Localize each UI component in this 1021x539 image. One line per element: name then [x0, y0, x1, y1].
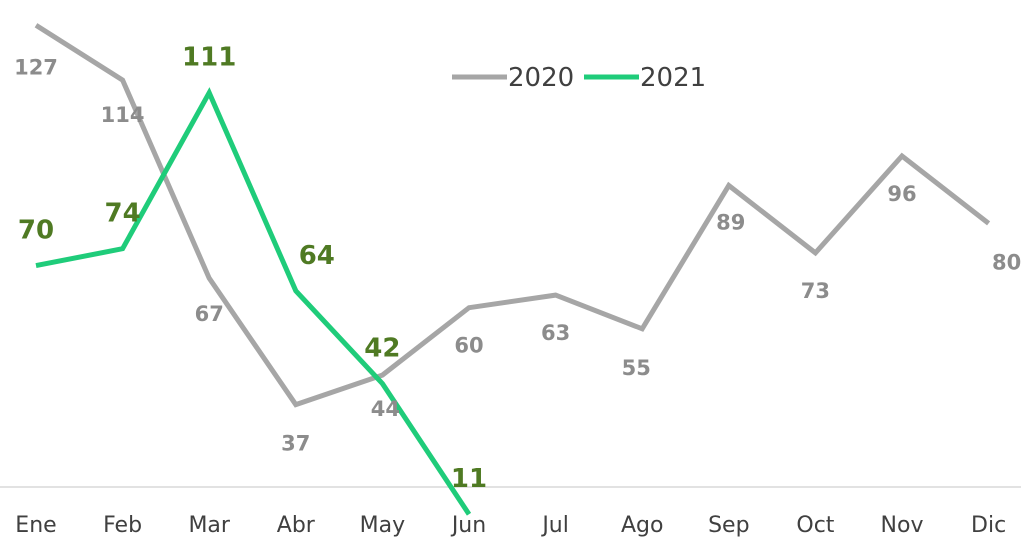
- data-label-2020-Jun: 60: [454, 334, 483, 358]
- legend-label-2021: 2021: [640, 63, 706, 93]
- data-label-layer: 127 114 67 37 44 60 63 55 89 73 96 80 70 74 111 64 42 11: [14, 43, 1021, 495]
- data-label-2020-Abr: 37: [281, 432, 310, 456]
- data-label-2021-Feb: 74: [105, 199, 141, 229]
- data-label-2021-Abr: 64: [299, 241, 335, 271]
- x-tick-label-Ene: Ene: [15, 513, 56, 538]
- x-tick-label-Mar: Mar: [188, 513, 230, 538]
- data-label-2021-Mar: 111: [182, 43, 236, 73]
- x-tick-label-Dic: Dic: [971, 513, 1006, 538]
- x-tick-label-May: May: [360, 513, 405, 538]
- data-label-2020-Mar: 67: [195, 302, 224, 326]
- x-tick-label-Ago: Ago: [621, 513, 663, 538]
- data-label-2021-May: 42: [364, 334, 400, 364]
- x-tick-label-Nov: Nov: [881, 513, 924, 538]
- x-tick-label-Oct: Oct: [796, 513, 834, 538]
- legend: 2020 2021: [452, 63, 706, 93]
- series-layer: [34, 23, 991, 516]
- data-label-2020-Dic: 80: [992, 250, 1021, 274]
- x-tick-label-Feb: Feb: [103, 513, 142, 538]
- data-label-2020-Oct: 73: [801, 279, 830, 303]
- data-label-2021-Jun: 11: [451, 464, 487, 494]
- data-label-2020-Sep: 89: [716, 211, 745, 235]
- data-label-2021-Ene: 70: [18, 216, 54, 246]
- data-label-2020-Feb: 114: [101, 103, 145, 127]
- data-label-2020-May: 44: [371, 397, 400, 421]
- x-tick-label-Abr: Abr: [277, 513, 316, 538]
- legend-label-2020: 2020: [508, 63, 574, 93]
- data-label-2020-Ago: 55: [622, 356, 651, 380]
- data-label-2020-Ene: 127: [14, 55, 58, 79]
- x-tick-label-Jun: Jun: [450, 513, 486, 538]
- series-line-2021: [35, 87, 472, 516]
- data-label-2020-Jul: 63: [541, 321, 570, 345]
- data-label-2020-Nov: 96: [887, 182, 916, 206]
- x-tick-label-Sep: Sep: [708, 513, 749, 538]
- series-line-2020: [34, 23, 991, 408]
- x-tick-label-Jul: Jul: [540, 513, 569, 538]
- x-tick-layer: Ene Feb Mar Abr May Jun Jul Ago Sep Oct Nov Dic: [15, 513, 1006, 538]
